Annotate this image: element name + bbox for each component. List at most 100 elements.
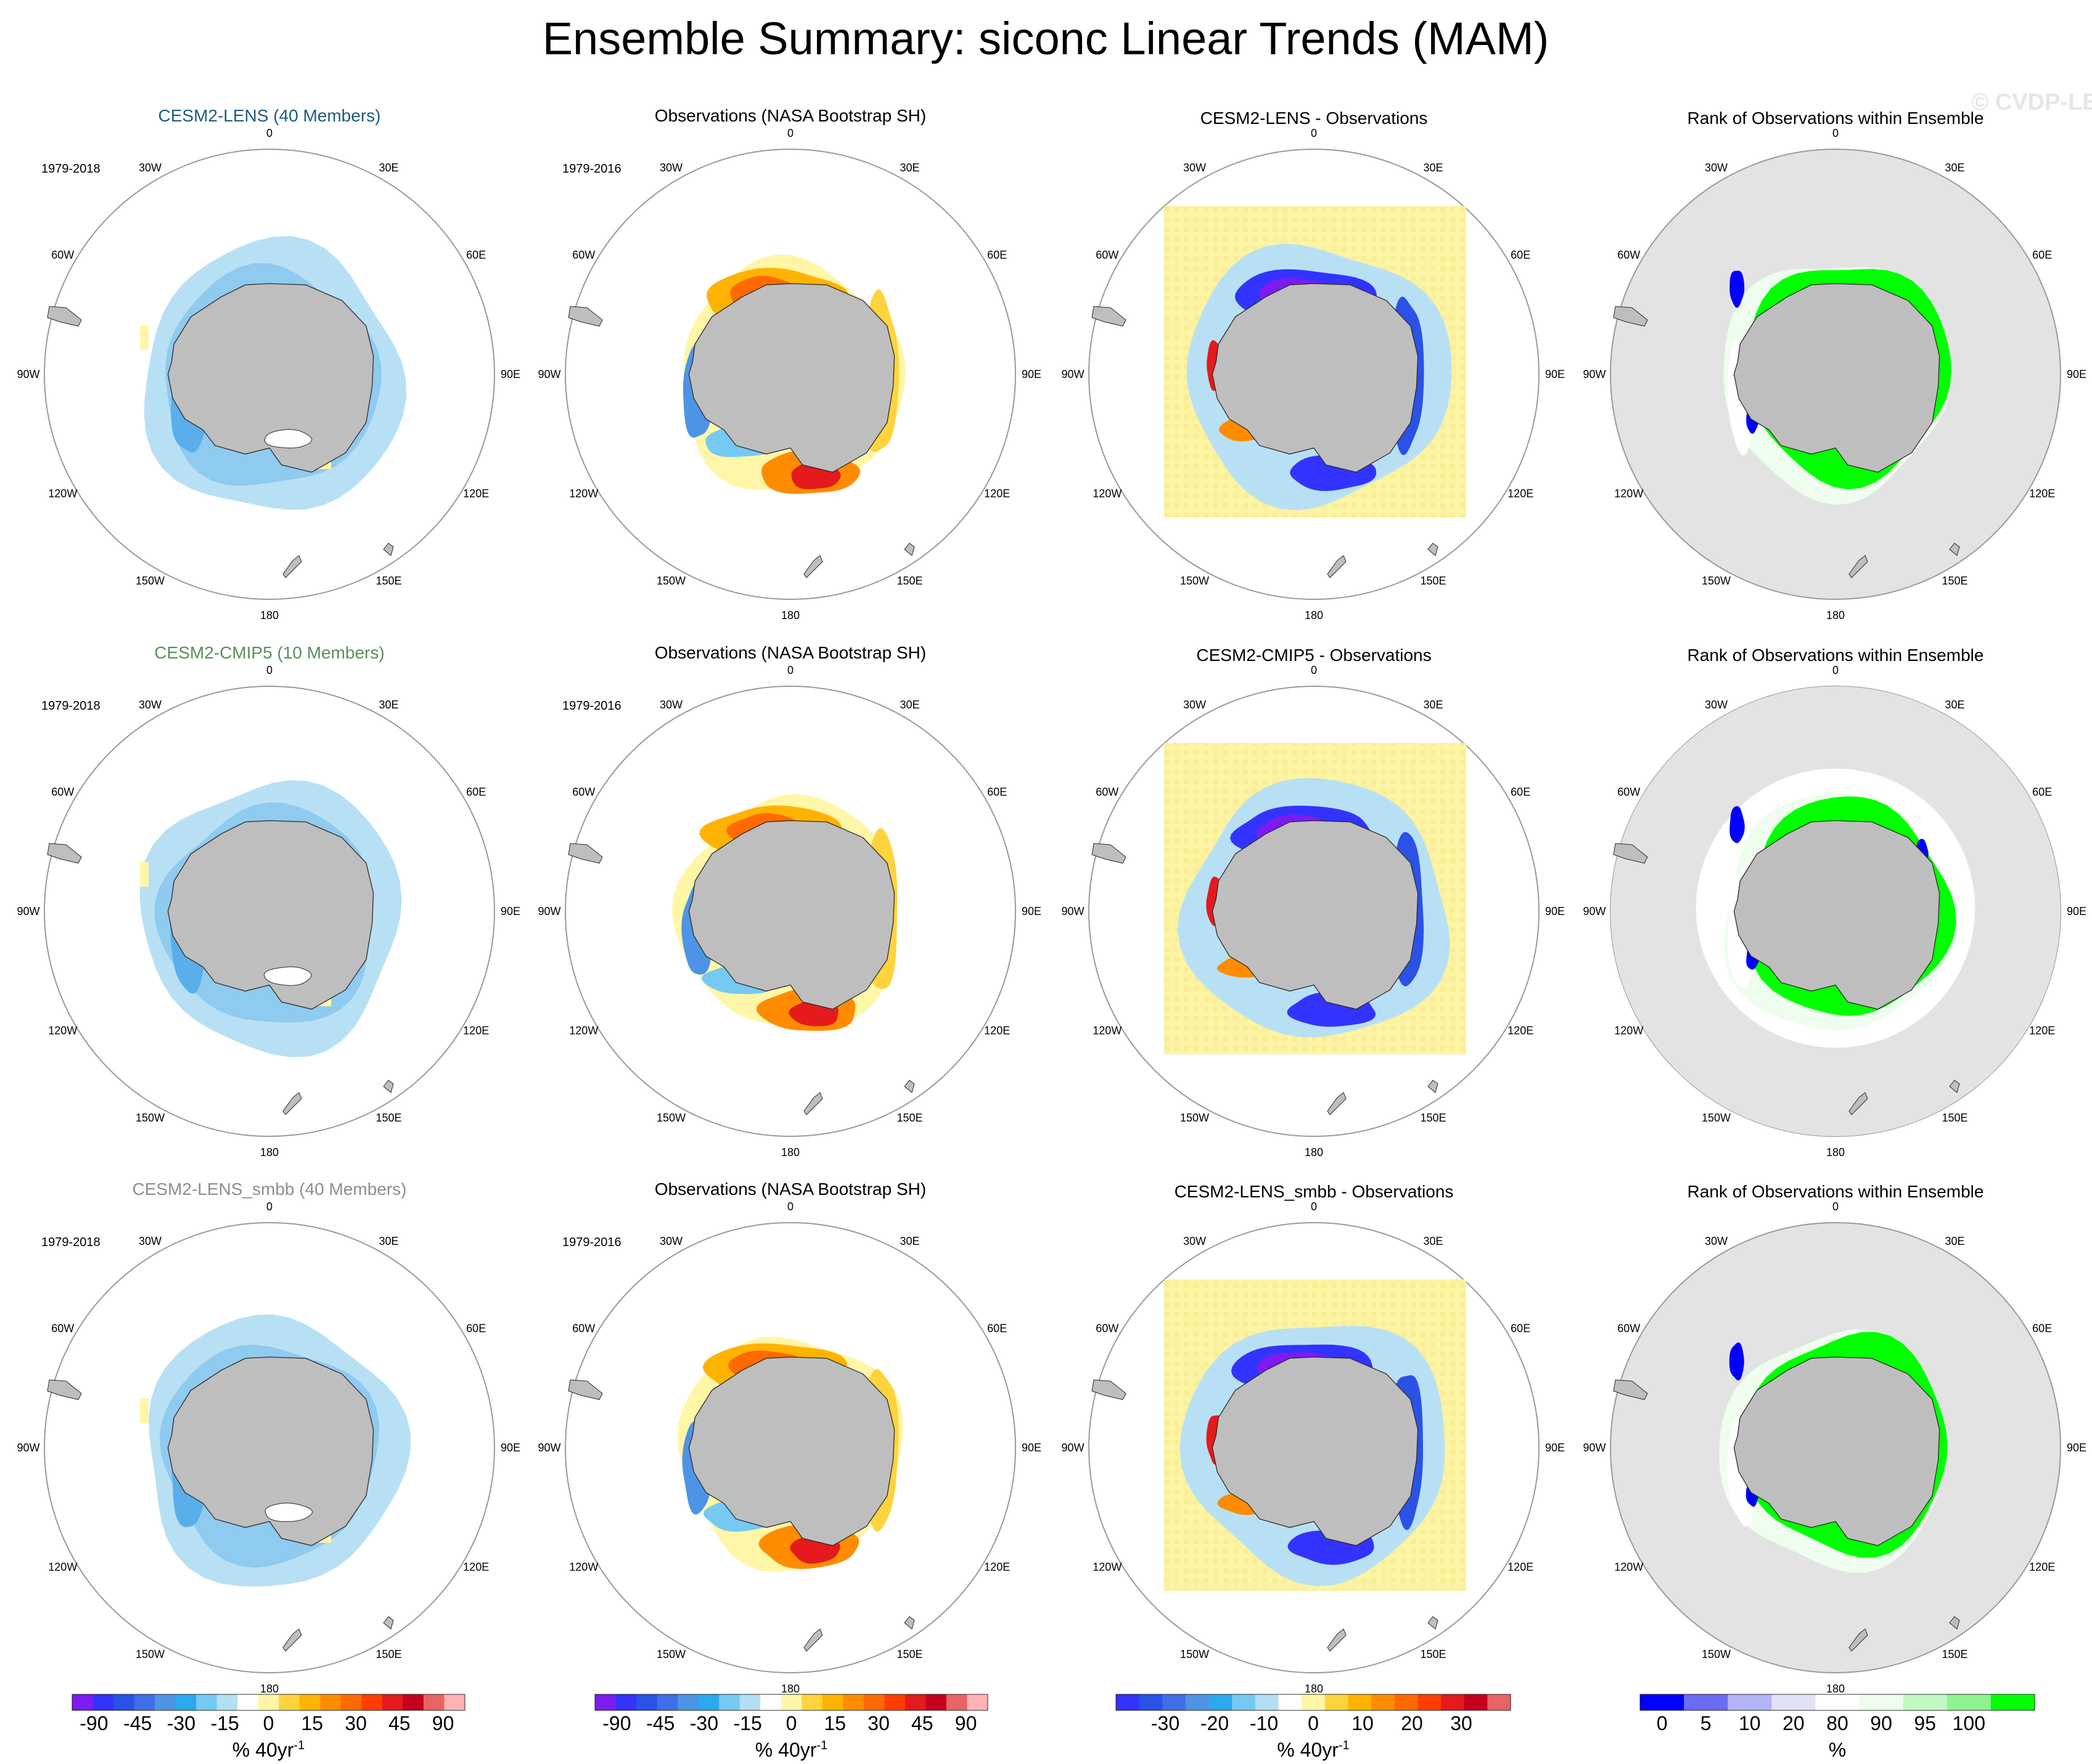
colorbar-swatch bbox=[1371, 1694, 1395, 1710]
longitude-label: 120E bbox=[1507, 488, 1533, 500]
new-zealand-land bbox=[1848, 1628, 1868, 1652]
longitude-label: 60E bbox=[466, 786, 486, 798]
map-panel: 0 30E 60E 90E 120E 150E 180 150W 120W 90W 60W 30W CE… bbox=[17, 1179, 520, 1695]
longitude-label: 150E bbox=[375, 1648, 401, 1660]
colorbar-tick-label: 45 bbox=[911, 1712, 933, 1734]
map-panel: 0 30E 60E 90E 120E 150E 180 150W 120W 90W 60W 30W CE… bbox=[1061, 646, 1565, 1159]
longitude-label: 60W bbox=[1096, 1323, 1118, 1335]
colorbar-swatch bbox=[1348, 1694, 1372, 1710]
colorbar-tick-label: 15 bbox=[301, 1712, 324, 1734]
colorbar-unit-exponent: -1 bbox=[293, 1739, 305, 1752]
longitude-label: 150W bbox=[1180, 1112, 1209, 1124]
longitude-label: 90W bbox=[17, 905, 39, 917]
longitude-label: 150E bbox=[1942, 1648, 1967, 1660]
antarctica-land bbox=[167, 820, 374, 1010]
colorbar-swatch bbox=[1990, 1694, 2035, 1710]
antarctica-land bbox=[1212, 820, 1419, 1010]
longitude-label: 90E bbox=[501, 905, 520, 917]
longitude-label: 120E bbox=[463, 488, 489, 500]
colorbar-swatch bbox=[1640, 1694, 1684, 1710]
colorbar-tick-label: -90 bbox=[602, 1712, 631, 1734]
longitude-label: 90E bbox=[2067, 368, 2086, 380]
antarctica-land bbox=[688, 820, 895, 1010]
colorbar-tick-label: -10 bbox=[1250, 1712, 1278, 1734]
panel-title: Rank of Observations within Ensemble bbox=[1688, 1182, 1984, 1201]
longitude-label: 90W bbox=[1061, 368, 1084, 380]
colorbar-tick-label: 10 bbox=[1739, 1712, 1761, 1734]
colorbar-swatch bbox=[279, 1694, 300, 1710]
longitude-label: 30W bbox=[660, 1235, 683, 1247]
longitude-label: 150W bbox=[1180, 575, 1209, 587]
longitude-label: 0 bbox=[787, 1200, 794, 1213]
colorbar-swatch bbox=[884, 1694, 906, 1710]
map-panel: 0 30E 60E 90E 120E 150E 180 150W 120W 90W 60W 30W Ra… bbox=[1583, 646, 2086, 1159]
ice-shelf bbox=[264, 429, 313, 449]
new-zealand-land bbox=[1327, 1092, 1347, 1115]
longitude-label: 90E bbox=[1545, 368, 1565, 380]
colorbar-unit-exponent: -1 bbox=[1339, 1739, 1350, 1752]
colorbar: -30 -20 -10 0 10 20 30 % 40yr-1 bbox=[1115, 1694, 1511, 1761]
watermark: © CVDP-LE bbox=[1971, 89, 2092, 115]
longitude-label: 60W bbox=[572, 249, 595, 261]
colorbar-swatch bbox=[382, 1694, 403, 1710]
longitude-label: 60E bbox=[987, 786, 1007, 798]
longitude-label: 30E bbox=[379, 699, 398, 711]
longitude-label: 120W bbox=[48, 1025, 77, 1037]
colorbar-tick-label: 15 bbox=[824, 1712, 847, 1734]
longitude-label: 90W bbox=[17, 368, 39, 380]
map-panel: 0 30E 60E 90E 120E 150E 180 150W 120W 90W 60W 30W Ra… bbox=[1583, 1182, 2086, 1695]
map-panel: 0 30E 60E 90E 120E 150E 180 150W 120W 90W 60W 30W Ra… bbox=[1583, 109, 2086, 622]
colorbar-swatch bbox=[1208, 1694, 1233, 1710]
colorbar-unit: % bbox=[1829, 1739, 1846, 1761]
figure-title: Ensemble Summary: siconc Linear Trends (… bbox=[543, 13, 1549, 64]
longitude-label: 120E bbox=[1507, 1561, 1533, 1573]
new-zealand-land bbox=[1848, 1092, 1868, 1115]
panel-title: Observations (NASA Bootstrap SH) bbox=[655, 106, 926, 125]
longitude-label: 150E bbox=[1420, 575, 1446, 587]
longitude-label: 60E bbox=[466, 249, 486, 261]
longitude-label: 180 bbox=[781, 1146, 800, 1159]
colorbar-tick-label: 10 bbox=[1352, 1712, 1374, 1734]
colorbar-swatch bbox=[1859, 1694, 1904, 1710]
longitude-label: 150W bbox=[1702, 1112, 1731, 1124]
antarctica-land bbox=[1212, 1356, 1419, 1546]
colorbar: -90 -45 -30 -15 0 15 30 45 90 % 40yr-1 bbox=[594, 1694, 988, 1761]
map-panel: 0 30E 60E 90E 120E 150E 180 150W 120W 90W 60W 30W CE… bbox=[17, 106, 520, 622]
colorbar-swatch bbox=[719, 1694, 740, 1710]
tasmania-land bbox=[904, 543, 915, 556]
new-zealand-land bbox=[803, 555, 823, 578]
longitude-label: 30W bbox=[1705, 162, 1728, 174]
longitude-label: 0 bbox=[1832, 664, 1839, 676]
antarctica-land bbox=[1212, 283, 1419, 473]
colorbar-swatch bbox=[1278, 1694, 1302, 1710]
colorbar-tick-label: -45 bbox=[646, 1712, 675, 1734]
longitude-label: 180 bbox=[260, 1146, 279, 1159]
longitude-label: 150E bbox=[1420, 1112, 1446, 1124]
south-america-land bbox=[47, 306, 82, 327]
longitude-label: 60E bbox=[987, 249, 1007, 261]
colorbar-tick-label: 0 bbox=[263, 1712, 274, 1734]
longitude-label: 90W bbox=[1583, 1442, 1606, 1454]
panel-grid: 0 30E 60E 90E 120E 150E 180 150W 120W 90W 60W 30W CE… bbox=[17, 106, 2086, 1695]
colorbar-tick-label: -15 bbox=[734, 1712, 762, 1734]
colorbar-unit: % 40yr-1 bbox=[755, 1739, 827, 1761]
longitude-label: 60E bbox=[987, 1323, 1007, 1335]
longitude-label: 180 bbox=[1305, 609, 1323, 622]
colorbar-swatch bbox=[760, 1694, 782, 1710]
panel-title: Observations (NASA Bootstrap SH) bbox=[655, 643, 926, 662]
longitude-label: 90W bbox=[538, 368, 560, 380]
colorbar-swatch bbox=[1728, 1694, 1772, 1710]
colorbar-tick-label: 20 bbox=[1401, 1712, 1423, 1734]
colorbar-swatch bbox=[657, 1694, 678, 1710]
longitude-label: 120W bbox=[1614, 488, 1643, 500]
colorbar-unit-exponent: -1 bbox=[816, 1739, 827, 1752]
south-america-land bbox=[1091, 306, 1126, 327]
longitude-label: 0 bbox=[787, 664, 794, 676]
tasmania-land bbox=[383, 543, 394, 556]
colorbar-swatch bbox=[1324, 1694, 1348, 1710]
longitude-label: 90W bbox=[1583, 905, 1606, 917]
longitude-label: 120E bbox=[463, 1561, 489, 1573]
longitude-label: 150W bbox=[1180, 1648, 1209, 1660]
colorbar-tick-label: 45 bbox=[388, 1712, 411, 1734]
longitude-label: 120E bbox=[984, 1025, 1010, 1037]
